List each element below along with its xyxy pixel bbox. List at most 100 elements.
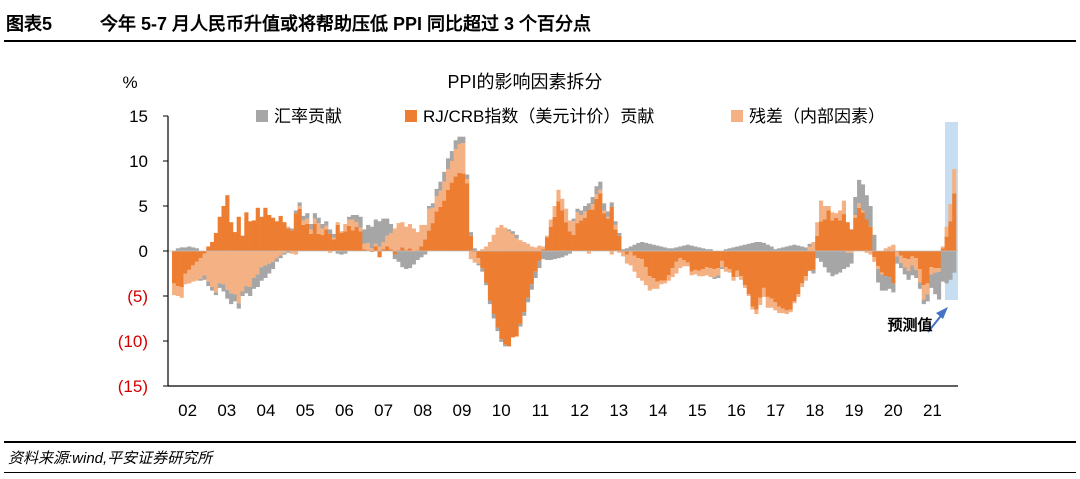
bar-crb xyxy=(746,251,751,295)
y-tick-label: (10) xyxy=(118,332,148,351)
bar-crb xyxy=(232,232,238,251)
bar-residual xyxy=(221,251,226,285)
bar-fx xyxy=(465,174,470,179)
bar-crb xyxy=(567,231,572,251)
bar-crb xyxy=(282,222,287,251)
bar-fx xyxy=(586,203,591,210)
bar-residual xyxy=(689,271,694,276)
bar-fx xyxy=(731,247,736,251)
bar-residual xyxy=(670,268,675,278)
bar-fx xyxy=(289,228,295,231)
bar-fx xyxy=(423,251,428,255)
bar-residual xyxy=(282,251,287,253)
bar-fx xyxy=(240,291,245,296)
bar-fx xyxy=(811,269,816,274)
bar-fx xyxy=(754,242,759,251)
bar-crb xyxy=(229,222,234,251)
bar-fx xyxy=(868,206,873,227)
bar-residual xyxy=(331,237,336,240)
bar-fx xyxy=(853,197,858,215)
bar-fx xyxy=(541,251,546,260)
bar-residual xyxy=(621,251,626,257)
bar-residual xyxy=(624,254,630,264)
bar-fx xyxy=(701,248,706,251)
bar-residual xyxy=(537,245,542,251)
bar-residual xyxy=(716,268,721,276)
bar-residual xyxy=(324,225,329,230)
bars-layer xyxy=(168,136,958,347)
bar-residual xyxy=(430,207,435,224)
bar-crb xyxy=(872,251,877,258)
y-axis-unit-label: % xyxy=(122,73,137,92)
bar-residual xyxy=(449,161,454,183)
bar-crb xyxy=(377,251,382,258)
x-tick-label: 05 xyxy=(296,401,315,420)
bar-crb xyxy=(506,251,512,347)
bar-residual xyxy=(442,181,447,201)
bar-fx xyxy=(213,292,219,296)
bar-crb xyxy=(213,233,219,251)
y-axis-ticks: 15 10 5 0 (5) (10) (15) xyxy=(118,107,168,396)
bar-crb xyxy=(396,250,401,251)
x-tick-label: 13 xyxy=(609,401,628,420)
bar-fx xyxy=(229,293,234,305)
bar-crb xyxy=(270,217,276,251)
bar-residual xyxy=(544,235,550,238)
bar-fx xyxy=(704,249,709,251)
bar-fx xyxy=(655,245,660,251)
bar-crb xyxy=(484,251,489,283)
bar-crb xyxy=(891,251,896,284)
bar-fx xyxy=(385,218,390,236)
bar-residual xyxy=(936,268,942,272)
bar-crb xyxy=(339,233,344,251)
bar-crb xyxy=(864,219,869,251)
x-tick-label: 18 xyxy=(805,401,824,420)
bar-fx xyxy=(708,249,713,251)
bar-residual xyxy=(465,179,470,184)
bar-fx xyxy=(328,229,333,234)
bar-fx xyxy=(480,268,485,272)
bar-fx xyxy=(914,269,919,278)
bar-crb xyxy=(857,207,862,251)
bar-crb xyxy=(609,206,614,251)
bar-crb xyxy=(495,251,500,328)
header-rule xyxy=(4,40,1076,42)
bar-residual xyxy=(594,194,599,199)
bar-crb xyxy=(312,224,317,251)
bar-residual xyxy=(849,251,854,253)
x-tick-label: 21 xyxy=(923,401,942,420)
bar-residual xyxy=(484,246,489,251)
bar-residual xyxy=(206,251,211,282)
bar-fx xyxy=(564,251,569,256)
bar-residual xyxy=(251,251,257,278)
bar-crb xyxy=(754,251,759,310)
bar-fx xyxy=(849,252,854,264)
bar-residual xyxy=(335,222,340,225)
bar-crb xyxy=(621,251,626,252)
x-tick-label: 14 xyxy=(649,401,668,420)
bar-crb xyxy=(765,251,770,297)
bar-residual xyxy=(564,208,569,223)
bar-fx xyxy=(617,233,622,236)
bar-crb xyxy=(286,228,291,251)
bar-crb xyxy=(289,230,295,251)
bar-crb xyxy=(602,213,607,251)
bar-residual xyxy=(879,272,885,275)
bar-residual xyxy=(761,287,767,297)
bar-fx xyxy=(716,275,721,278)
bar-residual xyxy=(446,169,451,190)
bar-crb xyxy=(255,207,260,251)
bar-residual xyxy=(598,189,603,194)
bar-residual xyxy=(499,224,504,251)
bar-residual xyxy=(328,251,333,253)
bar-fx xyxy=(529,284,534,290)
x-tick-label: 12 xyxy=(570,401,589,420)
bar-residual xyxy=(480,249,485,251)
bar-fx xyxy=(506,229,512,232)
bar-residual xyxy=(693,269,698,275)
bar-crb xyxy=(818,221,824,251)
bar-residual xyxy=(746,294,751,296)
bar-residual xyxy=(609,251,614,255)
bar-crb xyxy=(678,251,683,259)
bar-crb xyxy=(476,251,481,259)
